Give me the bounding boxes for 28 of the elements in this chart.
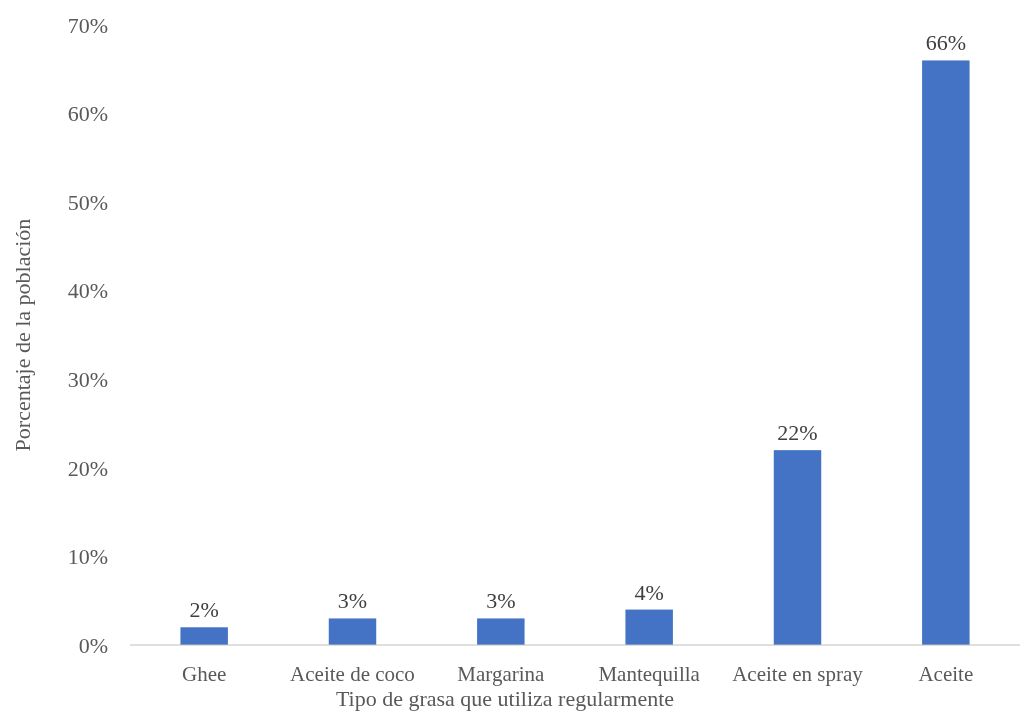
y-tick-label: 0% bbox=[78, 632, 108, 658]
x-axis-title: Tipo de grasa que utiliza regularmente bbox=[335, 686, 675, 711]
data-label: 3% bbox=[337, 588, 368, 614]
x-tick-label: Aceite bbox=[918, 662, 974, 686]
y-tick-label: 60% bbox=[67, 101, 108, 127]
bar bbox=[773, 450, 822, 645]
bar bbox=[625, 609, 673, 645]
bar bbox=[922, 60, 970, 645]
x-tick-label: Ghee bbox=[182, 662, 227, 686]
x-tick-label: Aceite en spray bbox=[732, 662, 864, 686]
x-tick-label: Mantequilla bbox=[598, 662, 701, 686]
data-label: 66% bbox=[925, 30, 966, 56]
y-tick-label: 50% bbox=[67, 189, 108, 215]
data-label: 3% bbox=[486, 588, 516, 614]
data-label: 22% bbox=[777, 420, 818, 446]
data-label: 2% bbox=[189, 597, 219, 623]
y-tick-label: 10% bbox=[67, 544, 108, 570]
y-tick-label: 20% bbox=[67, 455, 108, 481]
x-tick-label: Aceite de coco bbox=[290, 662, 415, 686]
y-tick-label: 70% bbox=[67, 12, 108, 38]
bar bbox=[328, 618, 377, 645]
bar bbox=[180, 627, 228, 645]
data-label: 4% bbox=[634, 579, 664, 605]
bar bbox=[477, 618, 525, 645]
y-tick-label: 30% bbox=[67, 366, 108, 392]
y-tick-label: 40% bbox=[67, 278, 108, 304]
y-axis-title: Porcentaje de la población bbox=[10, 218, 35, 452]
x-tick-label: Margarina bbox=[457, 662, 546, 686]
